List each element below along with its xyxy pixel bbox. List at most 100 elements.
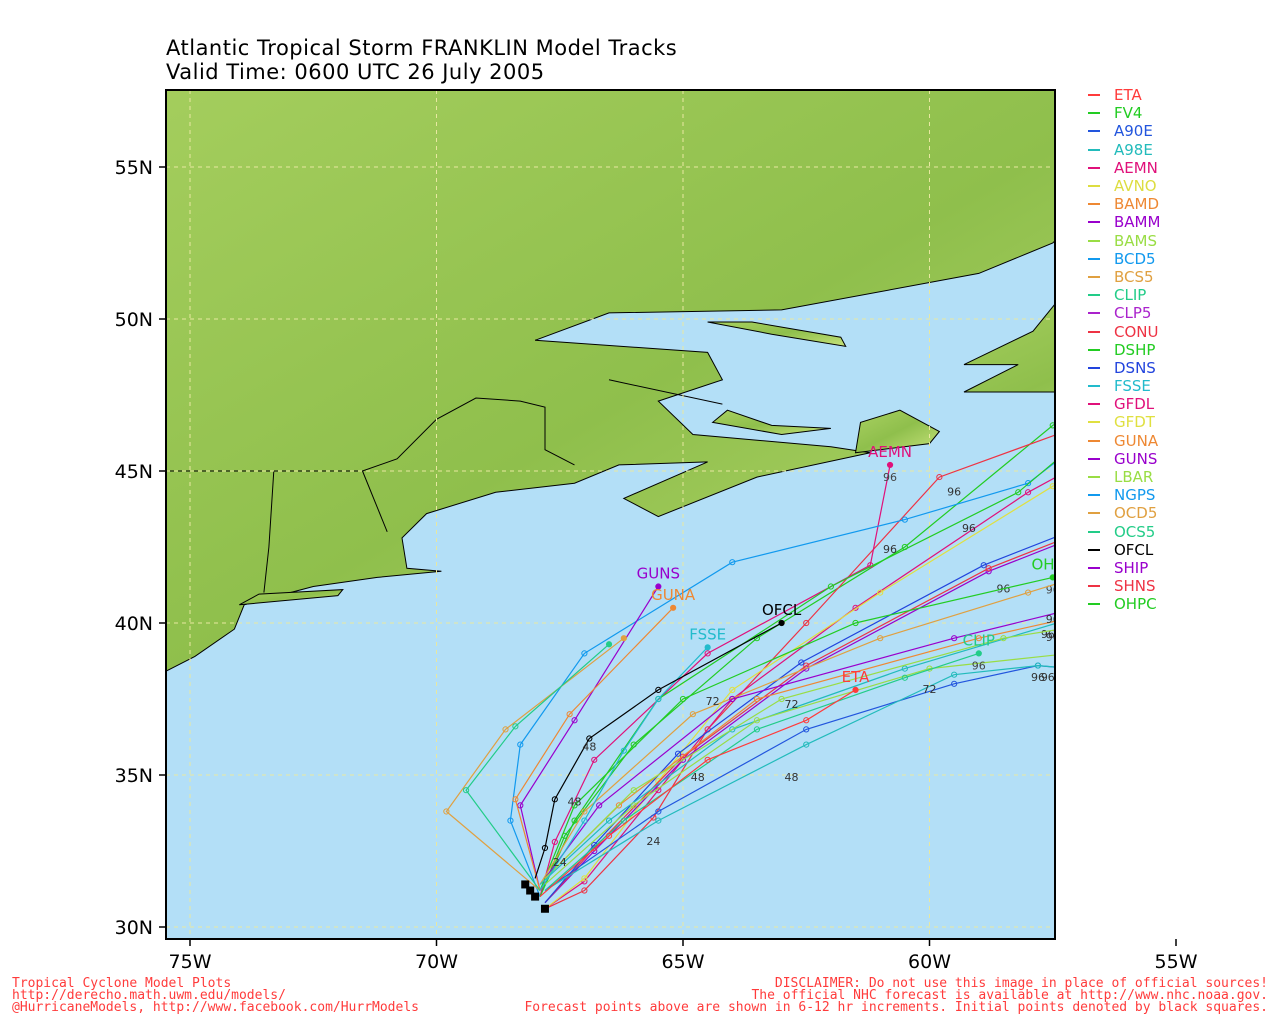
- end-hour-label: 120: [1190, 562, 1211, 575]
- forecast-end-point: [853, 687, 858, 693]
- forecast-point: [1173, 347, 1178, 352]
- hour-label: 96: [1041, 671, 1055, 684]
- border-1: [263, 470, 275, 593]
- legend-swatch: [1088, 348, 1100, 351]
- forecast-end-point: [705, 644, 711, 650]
- y-tick-label: 50N: [115, 309, 153, 331]
- legend-item-fsse: FSSE: [1088, 377, 1160, 395]
- forecast-point: [1272, 353, 1277, 358]
- track-guns: GUNS: [517, 565, 680, 891]
- hour-label: 48: [582, 741, 596, 754]
- forecast-point: [803, 619, 810, 627]
- track-label: BAMS: [1263, 589, 1280, 607]
- forecast-end-point: [606, 641, 612, 647]
- model-tracks: FV496CONU12096GFDL120GFDT120AEMN96NGPS96…: [443, 347, 1280, 913]
- footer-left-line-2: http://derecho.math.uwm.edu/models/: [12, 988, 286, 1003]
- forecast-end-point: [1198, 554, 1203, 559]
- forecast-point: [655, 817, 662, 824]
- legend-label: GUNA: [1114, 431, 1159, 450]
- forecast-end-point: [1124, 645, 1129, 650]
- legend-item-a98e: A98E: [1088, 141, 1160, 159]
- forecast-point: [704, 644, 711, 651]
- legend-swatch: [1088, 385, 1100, 388]
- forecast-point: [1198, 392, 1203, 397]
- forecast-point: [630, 787, 637, 794]
- forecast-point: [566, 711, 573, 718]
- legend-item-avno: AVNO: [1088, 177, 1160, 195]
- forecast-point: [596, 802, 603, 809]
- forecast-point: [655, 686, 662, 693]
- hour-label: 72: [923, 683, 937, 696]
- forecast-end-point: [1149, 672, 1154, 677]
- track-label: LBAR: [1107, 625, 1146, 643]
- legend-item-clip: CLIP: [1088, 286, 1160, 304]
- forecast-point: [1173, 608, 1178, 613]
- x-axis: 75W70W65W60W55W50W45W40W: [169, 939, 1198, 973]
- end-hour-label: 120: [1274, 617, 1280, 630]
- hour-label: 96: [962, 522, 976, 535]
- track-guna: GUNA: [512, 586, 696, 891]
- legend-label: ETA: [1114, 86, 1142, 105]
- forecast-point: [581, 887, 588, 894]
- forecast-point: [551, 838, 558, 845]
- forecast-point: [615, 802, 623, 809]
- legend-item-ofcl: OFCL: [1088, 541, 1160, 559]
- forecast-point: [1149, 672, 1154, 677]
- legend-item-guna: GUNA: [1088, 432, 1160, 450]
- long-island: [239, 589, 344, 606]
- initial-position-square: [531, 892, 540, 901]
- track-line: [539, 622, 1055, 885]
- legend-item-bamm: BAMM: [1088, 213, 1160, 231]
- legend-item-conu: CONU: [1088, 322, 1160, 341]
- forecast-point: [729, 695, 736, 703]
- legend-label: FSSE: [1114, 377, 1151, 396]
- forecast-point: [753, 695, 761, 703]
- x-tick-label: 60W: [908, 951, 951, 973]
- legend-label: CONU: [1114, 322, 1159, 341]
- track-line: [509, 461, 1055, 897]
- track-a90e: A90E 120 96: [544, 662, 1055, 891]
- forecast-point: [655, 583, 662, 590]
- forecast-point: [689, 711, 696, 718]
- forecast-point: [1015, 489, 1022, 496]
- forecast-point: [541, 844, 549, 852]
- footer-left-line-3: @HurricaneModels, http://www.facebook.co…: [12, 1000, 419, 1015]
- track-line: [539, 689, 856, 898]
- track-line: [514, 607, 674, 891]
- forecast-end-point: [976, 651, 982, 656]
- forecast-point: [704, 650, 711, 657]
- track-aemn: AEMN 96: [539, 443, 912, 897]
- forecast-point: [1025, 480, 1032, 487]
- legend-swatch: [1088, 439, 1100, 442]
- forecast-point: [901, 516, 908, 523]
- forecast-point: [1049, 574, 1055, 581]
- forecast-point: [1034, 662, 1042, 669]
- track-line: [544, 612, 1055, 879]
- legend-swatch: [1088, 294, 1100, 297]
- end-hour-label: 96: [883, 471, 897, 484]
- legend-label: BAMM: [1114, 213, 1161, 232]
- legend-swatch: [1088, 512, 1100, 515]
- forecast-point: [901, 674, 908, 681]
- chart-subtitle: Valid Time: 0600 UTC 26 July 2005: [166, 60, 545, 84]
- legend-label: OCS5: [1114, 522, 1156, 541]
- y-tick-label: 45N: [115, 461, 153, 483]
- legend-swatch: [1088, 185, 1100, 188]
- chart-title: Atlantic Tropical Storm FRANKLIN Model T…: [166, 36, 678, 60]
- forecast-point: [803, 726, 810, 733]
- forecast-end-point: [670, 605, 676, 611]
- forecast-point: [591, 756, 598, 763]
- forecast-point: [803, 741, 810, 748]
- forecast-point: [975, 650, 982, 657]
- track-line: [544, 484, 1055, 910]
- legend-item-dshp: DSHP: [1088, 341, 1160, 359]
- track-clp5: CLP5 120 96: [539, 554, 1211, 885]
- forecast-point: [620, 817, 627, 824]
- legend-swatch: [1088, 457, 1100, 460]
- track-ofcl: OFCL 24 48 48 72 72 72 48 48 24: [534, 601, 937, 879]
- track-label: NGPS: [1180, 373, 1221, 391]
- legend-swatch: [1088, 239, 1100, 242]
- legend-swatch: [1088, 476, 1100, 479]
- track-label: OHPC: [1031, 555, 1074, 573]
- forecast-point: [901, 665, 908, 672]
